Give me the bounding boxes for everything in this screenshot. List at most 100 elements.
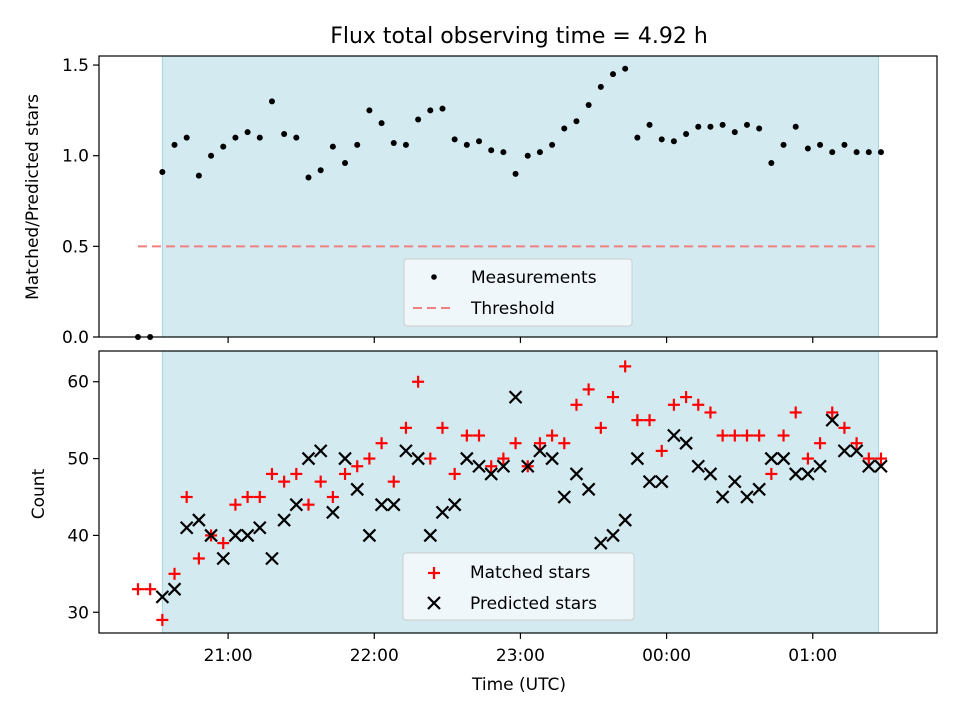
measurement-point — [768, 159, 775, 166]
predicted-star-point — [338, 451, 352, 466]
measurement-point — [634, 134, 641, 141]
matched-star-point — [326, 490, 339, 503]
matched-star-point — [716, 429, 729, 442]
matched-star-point — [777, 429, 790, 442]
predicted-stars-points — [155, 390, 888, 604]
predicted-star-point — [167, 582, 182, 596]
measurement-point — [865, 149, 872, 156]
y-tick-label: 0.0 — [62, 328, 89, 348]
matched-star-point — [131, 583, 144, 596]
matched-star-point — [680, 391, 693, 404]
y-tick-label: 40 — [67, 526, 89, 546]
matched-star-point — [643, 414, 656, 427]
matched-star-point — [168, 567, 181, 580]
measurement-point — [719, 121, 726, 128]
x-tick-label: 23:00 — [496, 646, 545, 666]
predicted-star-point — [423, 528, 438, 543]
y-tick-label: 0.5 — [62, 237, 89, 257]
measurement-point — [220, 143, 227, 150]
predicted-star-point — [399, 444, 413, 458]
measurement-point — [342, 159, 349, 166]
measurement-point — [610, 71, 617, 78]
measurement-point — [841, 141, 848, 148]
predicted-star-point — [179, 520, 194, 535]
predicted-star-point — [594, 536, 608, 550]
matched-star-point — [156, 613, 169, 626]
predicted-star-point — [362, 528, 377, 543]
matched-star-point — [814, 437, 827, 450]
measurement-point — [183, 134, 190, 141]
predicted-star-point — [557, 490, 572, 504]
predicted-star-point — [606, 528, 620, 543]
matched-star-point — [448, 467, 461, 480]
legend-measurement-marker — [431, 274, 437, 280]
measurement-point — [171, 141, 178, 148]
count-legend-box — [402, 552, 635, 621]
matched-star-point — [667, 398, 680, 411]
matched-star-point — [533, 437, 546, 450]
matched-star-point — [278, 475, 291, 488]
ratio-plot-frame — [98, 55, 938, 338]
measurement-point — [804, 145, 811, 152]
measurement-point — [817, 141, 824, 148]
predicted-star-point — [654, 474, 669, 489]
measurement-point — [256, 134, 263, 141]
matched-star-point — [351, 460, 364, 473]
measurement-point — [232, 134, 239, 141]
count-y-label: Count — [29, 468, 49, 519]
measurement-point — [853, 149, 860, 156]
predicted-star-point — [728, 474, 742, 489]
predicted-star-point — [715, 490, 730, 504]
matched-star-point — [692, 398, 705, 411]
measurement-point — [305, 174, 312, 181]
predicted-star-point — [813, 459, 827, 474]
ratio-panel: 0.0 0.5 1.0 1.5 Matched/Predicted stars Mea… — [23, 55, 938, 348]
matched-star-point — [740, 429, 753, 442]
measurement-point — [439, 105, 446, 112]
measurement-point — [524, 152, 531, 159]
predicted-star-point — [618, 513, 632, 527]
measurement-point — [195, 172, 202, 179]
measurement-point — [573, 118, 580, 125]
measurement-point — [549, 141, 556, 148]
legend-predicted-marker — [427, 596, 441, 610]
measurement-point — [402, 141, 409, 148]
predicted-star-point — [703, 467, 718, 481]
predicted-star-point — [825, 413, 840, 427]
predicted-star-point — [849, 444, 864, 458]
y-tick-label: 50 — [67, 450, 89, 470]
measurement-point — [476, 138, 483, 145]
measurement-point — [317, 167, 324, 174]
measurement-point — [646, 121, 653, 128]
matched-star-point — [655, 444, 668, 457]
matched-star-point — [850, 437, 863, 450]
measurement-point — [451, 136, 458, 143]
measurement-point — [354, 141, 361, 148]
matched-star-point — [424, 452, 437, 465]
ratio-y-label: Matched/Predicted stars — [23, 94, 43, 300]
legend-matched-marker — [428, 567, 440, 579]
measurement-point — [159, 169, 166, 176]
ratio-legend: Measurements Threshold — [403, 258, 633, 327]
ratio-legend-box — [403, 258, 633, 327]
predicted-star-point — [472, 459, 486, 474]
measurement-point — [585, 101, 592, 108]
matched-star-point — [789, 406, 802, 419]
measurement-point — [658, 136, 665, 143]
matched-star-point — [290, 467, 303, 480]
matched-star-point — [253, 490, 266, 503]
matched-star-point — [485, 460, 498, 473]
count-y-axis: 30 40 50 60 — [67, 373, 99, 623]
measurement-point — [743, 121, 750, 128]
measurement-point — [683, 130, 690, 137]
count-panel: 30 40 50 60 21:00 22:00 23:00 00:00 01:00 Count… — [29, 350, 938, 695]
chart-title: Flux total observing time = 4.92 h — [330, 24, 708, 49]
matched-star-point — [399, 421, 412, 434]
ratio-y-axis: 0.0 0.5 1.0 1.5 — [62, 56, 99, 348]
measurement-point — [792, 123, 799, 130]
measurement-point — [415, 116, 422, 123]
y-tick-label: 1.5 — [62, 56, 89, 76]
predicted-star-point — [155, 590, 170, 604]
measurement-point — [829, 149, 836, 156]
